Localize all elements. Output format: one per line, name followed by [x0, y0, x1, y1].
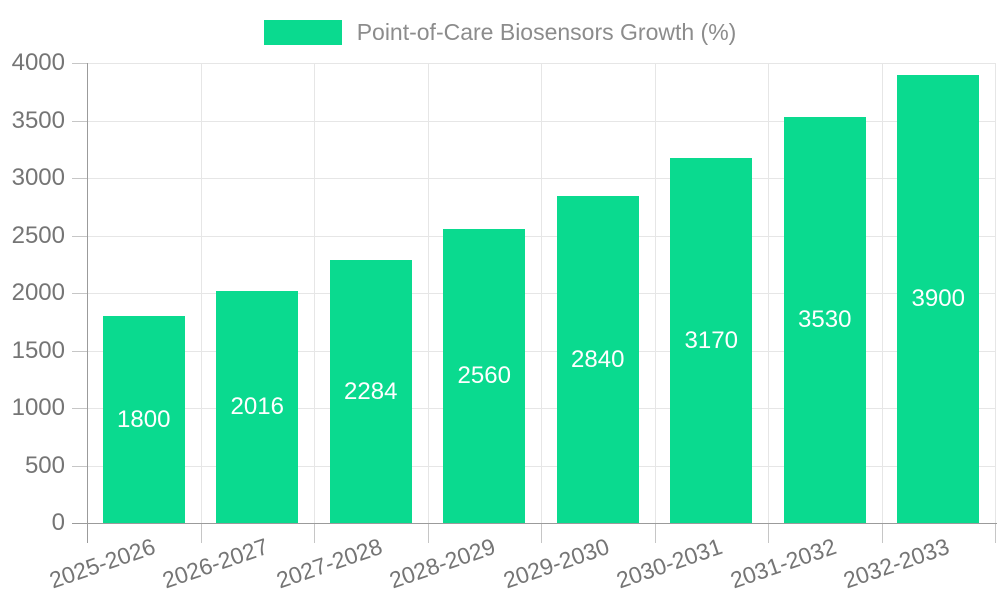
y-axis-label: 0: [51, 509, 65, 536]
bar-value-label: 1800: [117, 405, 171, 433]
x-axis-line: [72, 523, 997, 524]
bar-value-label: 2016: [230, 393, 284, 421]
y-axis-label: 500: [24, 451, 65, 479]
x-axis-tick: [541, 523, 542, 543]
x-gridline: [427, 63, 429, 523]
bar[interactable]: 1800: [102, 316, 185, 523]
plot-area: 1800 2016 2284 2560 2840 3170 3530 3900: [87, 63, 996, 523]
legend[interactable]: Point-of-Care Biosensors Growth (%): [0, 17, 1000, 47]
bar-value-label: 3530: [798, 306, 852, 334]
x-gridline: [995, 63, 996, 523]
y-axis-tick: [72, 178, 87, 179]
x-gridline: [541, 63, 542, 523]
x-axis-tick: [768, 523, 769, 543]
x-gridline: [314, 63, 315, 523]
y-axis-tick: [72, 293, 87, 294]
bar[interactable]: 3900: [897, 74, 980, 523]
y-axis-label: 1500: [11, 336, 65, 364]
x-axis-tick: [314, 523, 315, 543]
x-gridline: [200, 63, 202, 523]
y-axis-tick: [72, 63, 87, 64]
bar[interactable]: 2016: [216, 291, 299, 523]
legend-label: Point-of-Care Biosensors Growth (%): [356, 18, 737, 45]
y-axis-tick: [72, 120, 87, 122]
y-axis-label: 3000: [11, 164, 65, 191]
y-axis-tick: [72, 408, 87, 409]
y-axis-line: [87, 63, 88, 543]
x-gridline: [654, 63, 656, 523]
y-axis-label: 1000: [11, 394, 65, 421]
bar-value-label: 2284: [344, 377, 398, 405]
bar-value-label: 3900: [911, 284, 965, 312]
y-axis-label: 2000: [11, 279, 65, 306]
x-axis-tick: [427, 523, 429, 543]
y-axis-tick: [72, 235, 87, 237]
y-axis-label: 3500: [11, 106, 65, 134]
x-axis-tick: [654, 523, 656, 543]
bar[interactable]: 2840: [556, 196, 639, 523]
x-axis-tick: [881, 523, 883, 543]
y-axis-label: 4000: [11, 49, 65, 76]
x-gridline: [768, 63, 769, 523]
bar-value-label: 3170: [684, 326, 738, 354]
x-axis-tick: [200, 523, 202, 543]
bar[interactable]: 3530: [783, 117, 866, 523]
bar[interactable]: 2284: [329, 260, 412, 523]
legend-swatch-icon: [263, 19, 342, 45]
bar-value-label: 2840: [571, 345, 625, 373]
bar[interactable]: 3170: [670, 158, 753, 523]
y-axis-tick: [72, 350, 87, 352]
y-axis-label: 2500: [11, 221, 65, 249]
x-gridline: [881, 63, 883, 523]
bar-value-label: 2560: [457, 361, 511, 389]
x-axis-tick: [995, 523, 996, 543]
y-axis-tick: [72, 465, 87, 467]
bar[interactable]: 2560: [443, 228, 526, 523]
